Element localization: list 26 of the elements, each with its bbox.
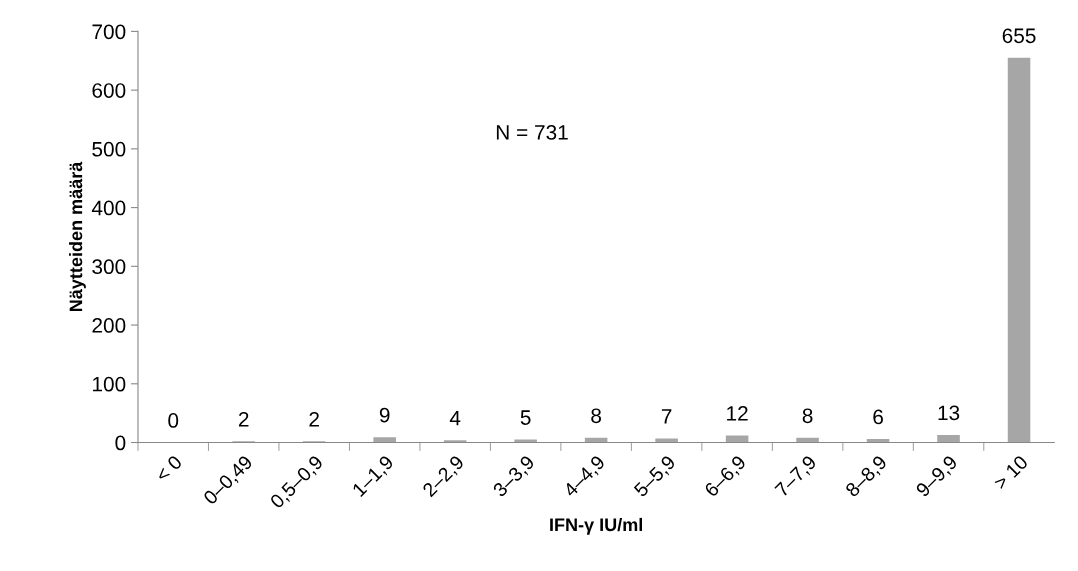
data-label: 7 [661, 409, 672, 424]
y-tick-label: 0 [115, 435, 126, 451]
y-tick-label: 600 [92, 83, 126, 98]
y-tick-label: 500 [92, 141, 126, 157]
x-tick-label: < 0 [154, 454, 183, 483]
data-label: 2 [238, 411, 249, 427]
y-axis-title: Näytteiden määrä [69, 161, 86, 312]
data-label: 655 [1002, 28, 1036, 44]
annotation: N = 731 [496, 125, 568, 140]
data-label: 8 [591, 408, 602, 424]
data-label: 12 [727, 406, 748, 421]
y-tick-label: 300 [92, 259, 126, 275]
data-label: 9 [379, 407, 390, 423]
data-label: 2 [309, 411, 319, 427]
x-axis-title: IFN-γ IU/ml [550, 517, 643, 535]
data-label: 5 [520, 410, 531, 425]
y-tick-label: 400 [91, 200, 126, 216]
data-label: 0 [168, 413, 179, 428]
data-label: 6 [873, 409, 883, 425]
data-label: 4 [449, 410, 461, 426]
y-tick-label: 100 [93, 376, 126, 392]
y-tick-label: 700 [92, 24, 126, 40]
y-tick-label: 200 [92, 318, 126, 333]
data-label: 13 [938, 405, 960, 421]
data-label: 8 [802, 408, 813, 424]
x-tick-label: > 10 [992, 454, 1029, 491]
